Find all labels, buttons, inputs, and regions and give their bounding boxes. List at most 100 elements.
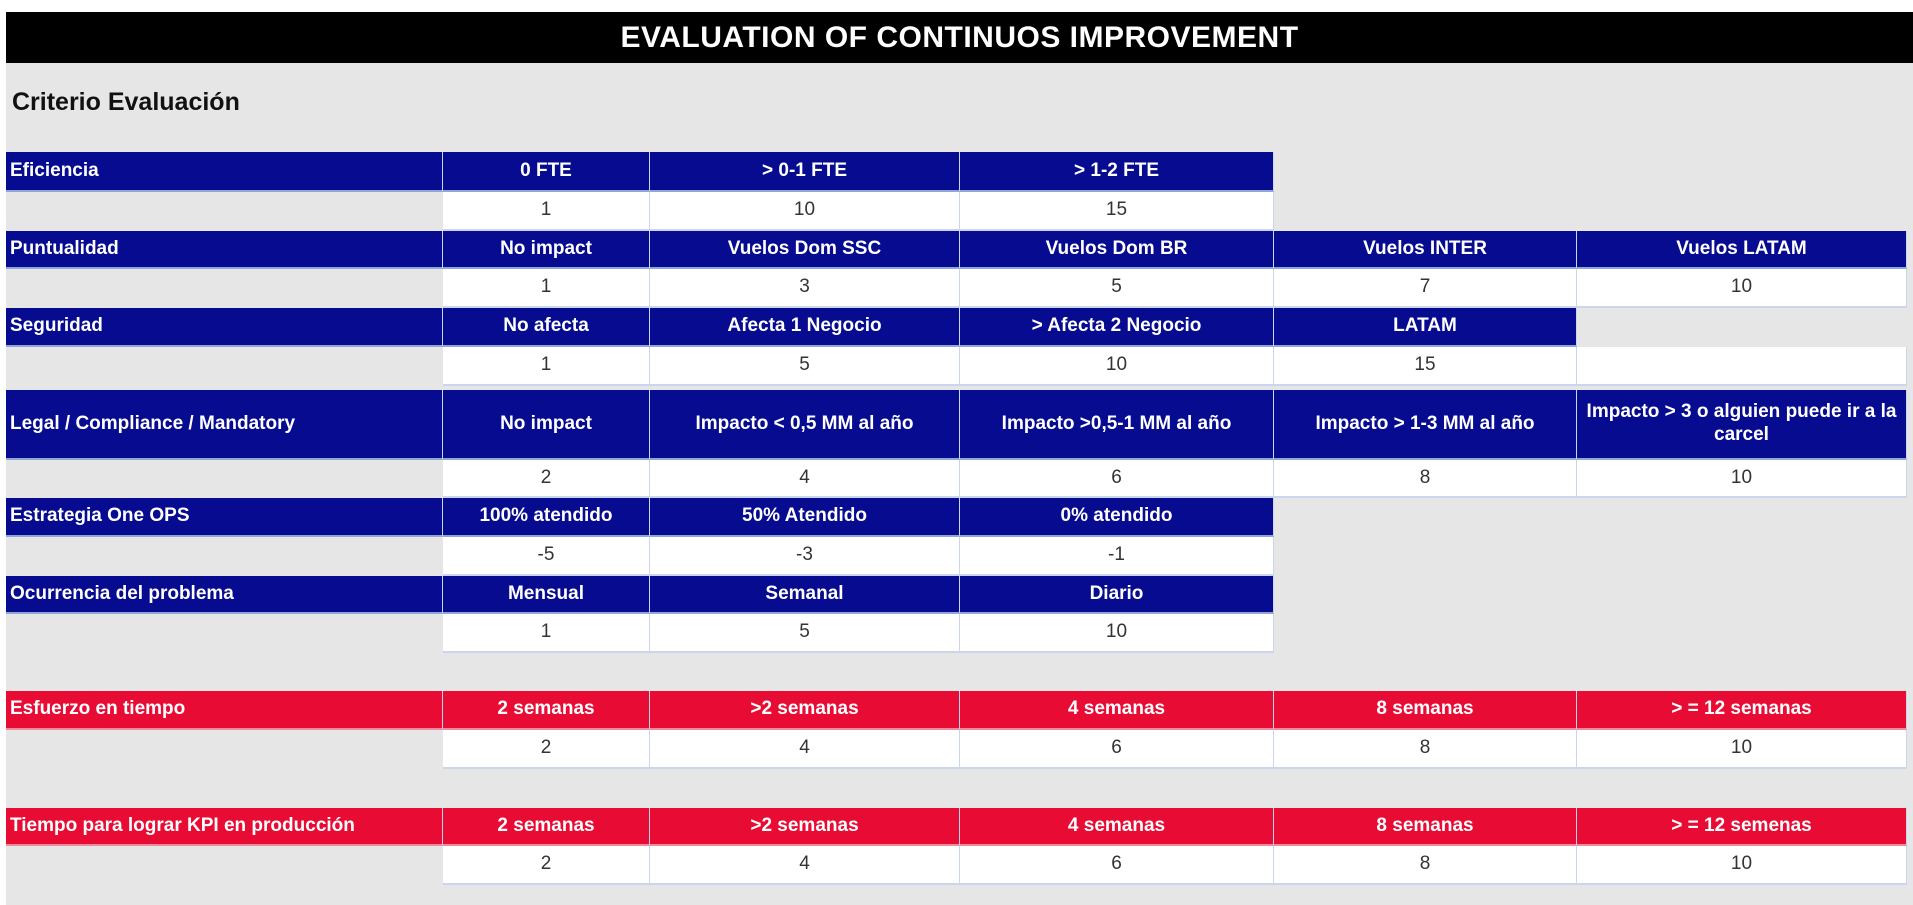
score-label-spacer — [6, 269, 443, 308]
criterion-option[interactable]: Semanal — [650, 576, 960, 614]
criterion-option[interactable]: 0% atendido — [960, 498, 1274, 537]
criterion-score[interactable]: 8 — [1274, 460, 1577, 498]
criterion-option[interactable]: >2 semanas — [650, 691, 960, 730]
criterion-score[interactable]: 8 — [1274, 730, 1577, 769]
score-label-spacer — [6, 614, 443, 653]
criterion-score[interactable]: 5 — [960, 269, 1274, 308]
criterion-score[interactable]: 1 — [443, 347, 650, 386]
criterion-score[interactable]: 8 — [1274, 846, 1577, 885]
criterion-header-row: Seguridad No afecta Afecta 1 Negocio > Afec… — [6, 308, 1577, 347]
criterion-option[interactable]: 2 semanas — [443, 808, 650, 846]
criterion-option[interactable]: 4 semanas — [960, 691, 1274, 730]
criterion-score-row: 1 5 10 — [6, 614, 1274, 653]
criterion-score[interactable]: -1 — [960, 537, 1274, 576]
criterion-score-row: 1 5 10 15 — [6, 347, 1907, 386]
criterion-header-row: Eficiencia 0 FTE > 0-1 FTE > 1-2 FTE — [6, 152, 1274, 192]
criterion-option[interactable]: Impacto > 1-3 MM al año — [1274, 390, 1577, 460]
criterion-option[interactable]: Vuelos INTER — [1274, 231, 1577, 269]
criterion-label: Seguridad — [6, 308, 443, 347]
criterion-score-row: -5 -3 -1 — [6, 537, 1274, 576]
score-label-spacer — [6, 460, 443, 498]
criterion-option[interactable]: > = 12 semanas — [1577, 691, 1907, 730]
criterion-option[interactable]: No afecta — [443, 308, 650, 347]
criterion-option[interactable]: 8 semanas — [1274, 691, 1577, 730]
criterion-score[interactable]: 15 — [960, 192, 1274, 231]
criterion-score[interactable]: 5 — [650, 614, 960, 653]
criterion-option[interactable]: > 1-2 FTE — [960, 152, 1274, 192]
criterion-score-row: 2 4 6 8 10 — [6, 730, 1907, 769]
criterion-score[interactable]: 2 — [443, 846, 650, 885]
criterion-score[interactable]: 4 — [650, 846, 960, 885]
criterion-score[interactable] — [1577, 347, 1907, 386]
criterion-option[interactable]: Vuelos Dom SSC — [650, 231, 960, 269]
criterion-score-row: 2 4 6 8 10 — [6, 460, 1907, 498]
evaluation-sheet: EVALUATION OF CONTINUOS IMPROVEMENT Crit… — [6, 12, 1913, 905]
criterion-option[interactable]: 2 semanas — [443, 691, 650, 730]
criterion-score[interactable]: 2 — [443, 730, 650, 769]
criterion-header-row: Puntualidad No impact Vuelos Dom SSC Vuelos… — [6, 231, 1907, 269]
criterion-option[interactable]: > = 12 semenas — [1577, 808, 1907, 846]
criterion-option[interactable]: 0 FTE — [443, 152, 650, 192]
criterion-score[interactable]: 10 — [1577, 730, 1907, 769]
criterion-label: Eficiencia — [6, 152, 443, 192]
criterion-score[interactable]: 15 — [1274, 347, 1577, 386]
criterion-score[interactable]: 6 — [960, 460, 1274, 498]
criterion-header-row: Esfuerzo en tiempo 2 semanas >2 semanas 4 s… — [6, 691, 1907, 730]
criterion-score[interactable]: 4 — [650, 730, 960, 769]
criterion-score-row: 2 4 6 8 10 — [6, 846, 1907, 885]
criterion-option[interactable]: 8 semanas — [1274, 808, 1577, 846]
criterion-option[interactable]: Diario — [960, 576, 1274, 614]
section-subtitle: Criterio Evaluación — [12, 88, 240, 116]
criterion-score[interactable]: 5 — [650, 347, 960, 386]
criterion-header-row: Ocurrencia del problema Mensual Semanal Dia… — [6, 576, 1274, 614]
criterion-label: Estrategia One OPS — [6, 498, 443, 537]
criterion-score-row: 1 3 5 7 10 — [6, 269, 1907, 308]
criterion-option[interactable]: Impacto < 0,5 MM al año — [650, 390, 960, 460]
score-label-spacer — [6, 730, 443, 769]
criterion-score[interactable]: 1 — [443, 614, 650, 653]
criterion-score[interactable]: 3 — [650, 269, 960, 308]
criterion-score[interactable]: 7 — [1274, 269, 1577, 308]
score-label-spacer — [6, 192, 443, 231]
criterion-score[interactable]: 4 — [650, 460, 960, 498]
criterion-label: Ocurrencia del problema — [6, 576, 443, 614]
criterion-option[interactable]: 100% atendido — [443, 498, 650, 537]
criterion-score[interactable]: 10 — [960, 347, 1274, 386]
criterion-option[interactable]: > 0-1 FTE — [650, 152, 960, 192]
criterion-header-row: Estrategia One OPS 100% atendido 50% Atend… — [6, 498, 1274, 537]
criterion-option[interactable]: Impacto >0,5-1 MM al año — [960, 390, 1274, 460]
criterion-option[interactable]: Vuelos Dom BR — [960, 231, 1274, 269]
score-label-spacer — [6, 537, 443, 576]
criterion-option[interactable]: LATAM — [1274, 308, 1577, 347]
criterion-score[interactable]: 10 — [1577, 846, 1907, 885]
criterion-score[interactable]: 10 — [960, 614, 1274, 653]
criterion-score[interactable]: -3 — [650, 537, 960, 576]
criterion-score-row: 1 10 15 — [6, 192, 1274, 231]
criterion-score[interactable]: 10 — [1577, 269, 1907, 308]
criterion-option[interactable]: Afecta 1 Negocio — [650, 308, 960, 347]
criterion-label: Esfuerzo en tiempo — [6, 691, 443, 730]
criterion-score[interactable]: -5 — [443, 537, 650, 576]
page-title: EVALUATION OF CONTINUOS IMPROVEMENT — [6, 12, 1913, 63]
criterion-score[interactable]: 10 — [650, 192, 960, 231]
criterion-option[interactable]: 50% Atendido — [650, 498, 960, 537]
criterion-option[interactable]: 4 semanas — [960, 808, 1274, 846]
criterion-option[interactable]: >2 semanas — [650, 808, 960, 846]
criterion-option[interactable]: No impact — [443, 231, 650, 269]
criterion-score[interactable]: 6 — [960, 846, 1274, 885]
criterion-option[interactable]: Vuelos LATAM — [1577, 231, 1907, 269]
criterion-score[interactable]: 10 — [1577, 460, 1907, 498]
criterion-option[interactable]: Impacto > 3 o alguien puede ir a la carc… — [1577, 390, 1907, 460]
criterion-option[interactable]: Mensual — [443, 576, 650, 614]
score-label-spacer — [6, 846, 443, 885]
criterion-option[interactable]: No impact — [443, 390, 650, 460]
criterion-score[interactable]: 1 — [443, 192, 650, 231]
criterion-score[interactable]: 1 — [443, 269, 650, 308]
criterion-label: Legal / Compliance / Mandatory — [6, 390, 443, 460]
criterion-header-row: Tiempo para lograr KPI en producción 2 se… — [6, 808, 1907, 846]
criterion-option[interactable]: > Afecta 2 Negocio — [960, 308, 1274, 347]
score-label-spacer — [6, 347, 443, 386]
criterion-label: Puntualidad — [6, 231, 443, 269]
criterion-score[interactable]: 6 — [960, 730, 1274, 769]
criterion-score[interactable]: 2 — [443, 460, 650, 498]
